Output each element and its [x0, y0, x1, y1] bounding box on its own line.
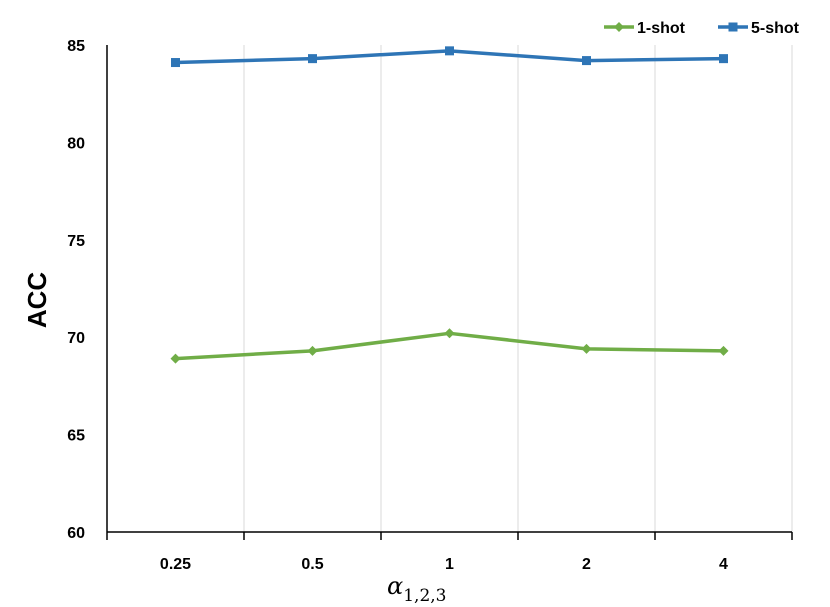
grid-lines: [243, 45, 793, 532]
legend-label: 5-shot: [751, 20, 800, 37]
y-tick-labels: 60 65 70 75 80 85: [67, 38, 85, 542]
y-axis-label: ACC: [22, 272, 52, 329]
y-tick-label: 80: [67, 135, 85, 152]
x-axis-label-base: α: [387, 572, 403, 600]
x-axis-label: α1,2,3: [387, 572, 446, 606]
data-point: [718, 345, 729, 356]
legend: 1-shot 5-shot: [604, 20, 800, 37]
data-point: [581, 343, 592, 354]
legend-marker: [614, 22, 624, 32]
x-tick-label: 0.5: [301, 556, 323, 573]
data-point: [307, 345, 318, 356]
x-tick-label: 4: [719, 556, 728, 573]
legend-marker: [728, 22, 738, 32]
x-tick-label: 1: [445, 556, 454, 573]
data-point: [582, 56, 591, 66]
x-axis-label-subscript: 1,2,3: [403, 586, 446, 606]
data-point: [719, 54, 728, 64]
x-tick-label: 0.25: [160, 556, 191, 573]
series-group: [170, 46, 729, 364]
x-tick-labels: 0.25 0.5 1 2 4: [160, 556, 728, 573]
data-point: [170, 353, 181, 364]
data-point: [171, 58, 180, 68]
y-tick-label: 85: [67, 38, 85, 55]
x-tick-label: 2: [582, 556, 591, 573]
data-point: [308, 54, 317, 64]
y-tick-label: 65: [67, 428, 85, 445]
y-tick-label: 70: [67, 330, 85, 347]
axes: [106, 45, 793, 540]
data-point: [445, 46, 454, 56]
y-tick-label: 60: [67, 525, 85, 542]
legend-label: 1-shot: [637, 20, 686, 37]
data-point: [444, 328, 455, 339]
y-tick-label: 75: [67, 233, 85, 250]
